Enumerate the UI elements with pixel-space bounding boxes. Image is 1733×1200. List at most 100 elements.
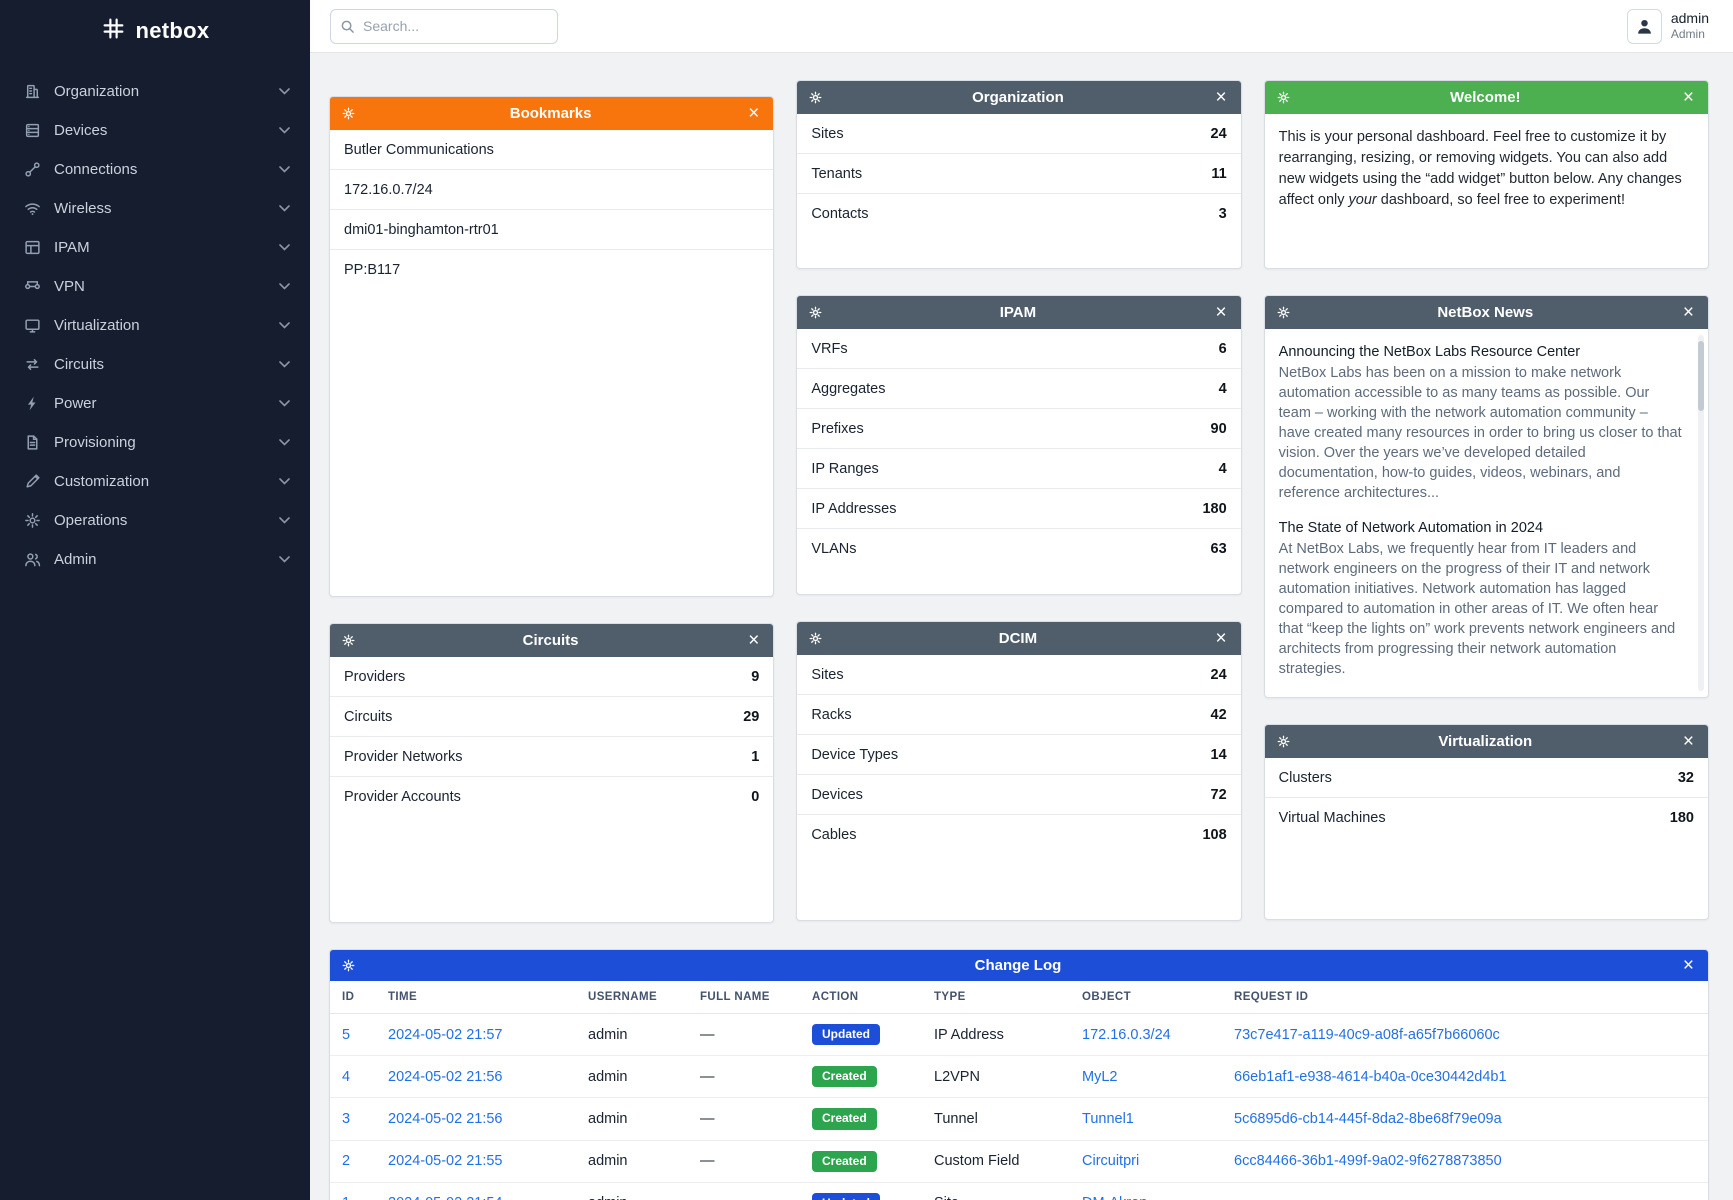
stat-row: Contacts 3: [797, 194, 1240, 234]
column-header-type[interactable]: TYPE: [922, 981, 1070, 1014]
news-headline[interactable]: Announcing the NetBox Labs Resource Cent…: [1278, 344, 1581, 360]
stat-row: Sites 24: [797, 114, 1241, 154]
stat-row: Devices 72: [797, 775, 1241, 815]
stat-row: Virtual Machines 180: [1265, 798, 1708, 838]
sidebar-item-connections[interactable]: Connections: [0, 150, 310, 189]
stat-label: IP Ranges: [811, 460, 879, 477]
widget-title: Virtualization: [1438, 733, 1533, 750]
customization-icon: [24, 473, 54, 490]
close-icon[interactable]: ×: [1215, 628, 1227, 649]
sidebar-item-label: Virtualization: [54, 317, 140, 334]
widget-config-icon[interactable]: [1277, 306, 1290, 319]
close-icon[interactable]: ×: [1682, 87, 1694, 108]
search-input[interactable]: [330, 8, 558, 44]
widget-config-icon[interactable]: [342, 634, 355, 647]
sidebar-item-virtualization[interactable]: Virtualization: [0, 306, 310, 345]
widget-config-icon[interactable]: [1277, 735, 1290, 748]
user-button[interactable]: [1626, 8, 1662, 44]
changelog-id-link[interactable]: 5: [342, 1026, 351, 1043]
changelog-object-link[interactable]: Tunnel1: [1082, 1110, 1134, 1127]
stat-label: Devices: [811, 786, 863, 803]
changelog-id-link[interactable]: 2: [342, 1153, 351, 1170]
changelog-full-name: —: [688, 1097, 800, 1141]
sidebar-item-provisioning[interactable]: Provisioning: [0, 423, 310, 462]
user-menu[interactable]: admin Admin: [1626, 8, 1709, 44]
sidebar-item-power[interactable]: Power: [0, 384, 310, 423]
stat-row: Cables 108: [797, 815, 1240, 855]
changelog-object-link[interactable]: MyL2: [1082, 1068, 1118, 1085]
close-icon[interactable]: ×: [1682, 302, 1694, 323]
close-icon[interactable]: ×: [1682, 955, 1694, 976]
widget-ipam: IPAM × VRFs 6 Aggregates 4 Prefixes 90 IP R…: [796, 295, 1242, 595]
netbox-logo[interactable]: netbox: [0, 0, 310, 62]
stat-label: Providers: [344, 668, 406, 685]
widget-config-icon[interactable]: [342, 107, 355, 120]
widget-title: Change Log: [974, 957, 1062, 974]
column-header-object[interactable]: OBJECT: [1070, 981, 1222, 1014]
widget-title: NetBox News: [1437, 304, 1534, 321]
column-header-full-name[interactable]: FULL NAME: [688, 981, 800, 1014]
sidebar-item-customization[interactable]: Customization: [0, 462, 310, 501]
changelog-username: admin: [576, 1097, 688, 1141]
close-icon[interactable]: ×: [1682, 731, 1694, 752]
topbar: admin Admin: [310, 0, 1733, 53]
stat-value: 32: [1677, 769, 1694, 786]
close-icon[interactable]: ×: [1215, 87, 1227, 108]
sidebar-item-wireless[interactable]: Wireless: [0, 189, 310, 228]
column-header-request-id[interactable]: REQUEST ID: [1222, 981, 1708, 1014]
changelog-object-link[interactable]: Circuitpri: [1082, 1153, 1140, 1170]
changelog-request-id-link[interactable]: 6cc84466-36b1-499f-9a02-9f6278873850: [1234, 1153, 1502, 1170]
bookmark-item[interactable]: 172.16.0.7/24: [330, 170, 774, 210]
changelog-type: Custom Field: [922, 1140, 1070, 1183]
changelog-time-link[interactable]: 2024-05-02 21:57: [388, 1026, 503, 1043]
bookmark-item[interactable]: Butler Communications: [330, 130, 774, 170]
close-icon[interactable]: ×: [748, 103, 760, 124]
widget-config-icon[interactable]: [809, 632, 822, 645]
action-badge: Created: [812, 1108, 877, 1130]
widget-config-icon[interactable]: [1277, 91, 1290, 104]
bookmark-item[interactable]: PP:B117: [344, 262, 401, 278]
sidebar-item-admin[interactable]: Admin: [0, 540, 310, 579]
stat-label: Provider Networks: [344, 748, 463, 765]
widget-bookmarks-header: Bookmarks ×: [330, 97, 774, 130]
sidebar-item-devices[interactable]: Devices: [0, 111, 310, 150]
changelog-full-name: —: [688, 1140, 800, 1183]
changelog-object-link[interactable]: 172.16.0.3/24: [1082, 1026, 1171, 1043]
changelog-type: L2VPN: [922, 1055, 1070, 1099]
column-header-id[interactable]: ID: [330, 981, 376, 1014]
widget-config-icon[interactable]: [809, 306, 822, 319]
widget-config-icon[interactable]: [809, 91, 822, 104]
widget-title: Organization: [972, 89, 1064, 106]
changelog-time-link[interactable]: 2024-05-02 21:54: [388, 1195, 503, 1200]
close-icon[interactable]: ×: [748, 630, 760, 651]
sidebar-item-ipam[interactable]: IPAM: [0, 228, 310, 267]
changelog-request-id-link[interactable]: 73c7e417-a119-40c9-a08f-a65f7b66060c: [1234, 1026, 1500, 1043]
column-header-action[interactable]: ACTION: [800, 981, 922, 1014]
sidebar-item-operations[interactable]: Operations: [0, 501, 310, 540]
action-badge: Updated: [812, 1192, 880, 1200]
changelog-time-link[interactable]: 2024-05-02 21:55: [388, 1153, 503, 1170]
sidebar-item-vpn[interactable]: VPN: [0, 267, 310, 306]
sidebar-item-circuits[interactable]: Circuits: [0, 345, 310, 384]
column-header-username[interactable]: USERNAME: [576, 981, 688, 1014]
column-header-time[interactable]: TIME: [376, 981, 576, 1014]
changelog-time-link[interactable]: 2024-05-02 21:56: [388, 1068, 503, 1085]
changelog-request-id-link[interactable]: 5c6895d6-cb14-445f-8da2-8be68f79e09a: [1234, 1110, 1502, 1127]
changelog-id-link[interactable]: 4: [342, 1068, 351, 1085]
changelog-row: 3 2024-05-02 21:56 admin — Created Tunne…: [330, 1097, 1708, 1141]
news-headline[interactable]: The State of Network Automation in 2024: [1278, 520, 1544, 536]
widget-config-icon[interactable]: [342, 959, 355, 972]
changelog-time-link[interactable]: 2024-05-02 21:56: [388, 1110, 503, 1127]
changelog-id-link[interactable]: 1: [342, 1195, 350, 1200]
news-scrollbar[interactable]: [1697, 341, 1704, 411]
widget-organization: Organization × Sites 24 Tenants 11 Contact…: [796, 80, 1242, 269]
changelog-id-link[interactable]: 3: [342, 1110, 351, 1127]
sidebar-item-label: Operations: [54, 512, 128, 529]
sidebar-item-organization[interactable]: Organization: [0, 72, 310, 111]
changelog-request-id-link[interactable]: 66eb1af1-e938-4614-b40a-0ce30442d4b1: [1234, 1068, 1507, 1085]
bookmark-item[interactable]: dmi01-binghamton-rtr01: [330, 210, 774, 250]
widget-virtualization-header: Virtualization ×: [1264, 725, 1708, 758]
stat-label: Sites: [811, 125, 844, 142]
changelog-object-link[interactable]: DM-Akron: [1082, 1195, 1147, 1200]
close-icon[interactable]: ×: [1215, 302, 1227, 323]
